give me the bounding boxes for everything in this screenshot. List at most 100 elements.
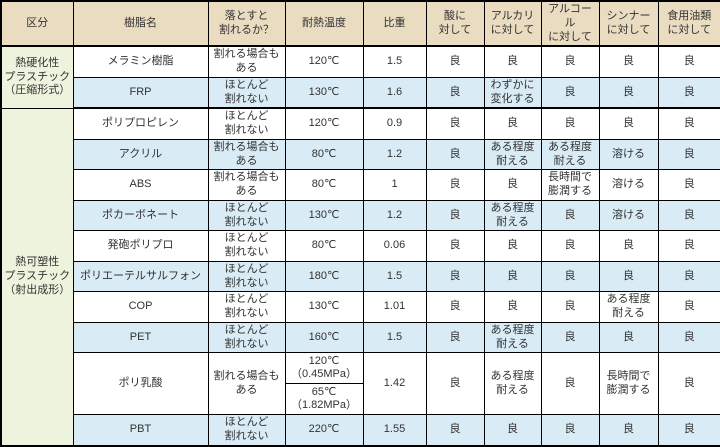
cell-heat-temp: 160℃	[284, 321, 364, 354]
cell-oil: 良	[657, 199, 720, 232]
cell-alkali: 良	[483, 260, 542, 293]
cell-heat-temp: 80℃	[284, 169, 364, 201]
header-cell-alcohol: アルコール に対して	[540, 0, 600, 48]
cell-heat-temp: 130℃	[284, 199, 364, 232]
cell-alcohol: 良	[540, 45, 600, 78]
table-row-polyethersulfone: ポリエーテルサルフォン ほとんど 割れない 180℃ 1.5 良 良 良 良 良	[1, 260, 720, 293]
cell-breaks: ほとんど 割れない	[207, 199, 286, 232]
cell-thinner: 良	[598, 230, 659, 262]
table-row-cop: COP ほとんど 割れない 130℃ 1.01 良 良 良 ある程度 耐える 良	[1, 291, 720, 323]
cell-breaks: 割れる場合も ある	[207, 169, 286, 201]
cell-acid: 良	[425, 291, 485, 323]
cell-gravity: 1.5	[362, 321, 427, 354]
cell-acid: 良	[425, 169, 485, 201]
table-row-polylactic-acid: ポリ乳酸 割れる場合も ある 120℃ （0.45MPa） 1.42 良 ある程…	[1, 352, 720, 416]
cell-heat-temp-low: 65℃ （1.82MPa）	[284, 383, 364, 416]
cell-breaks: ほとんど 割れない	[207, 230, 286, 262]
cell-thinner: 良	[598, 321, 659, 354]
cell-alcohol: 良	[540, 230, 600, 262]
cell-alcohol: 良	[540, 414, 600, 447]
cell-resin-name: PET	[72, 321, 209, 354]
cell-alkali: ある程度 耐える	[483, 199, 542, 232]
cell-resin-name: FRP	[72, 76, 209, 110]
cell-gravity: 1.55	[362, 414, 427, 447]
cell-alcohol: 長時間で 膨潤する	[540, 169, 600, 201]
table-row-melamine: 熱硬化性 プラスチック （圧縮形式） メラミン樹脂 割れる場合も ある 120℃…	[0, 45, 720, 109]
cell-acid: 良	[425, 199, 485, 232]
cell-thinner: 良	[598, 260, 659, 293]
cell-acid: 良	[425, 138, 485, 171]
cell-acid: 良	[425, 76, 485, 110]
cell-alkali: 良	[483, 169, 542, 201]
cell-gravity: 1.42	[362, 352, 427, 416]
table-row-frp: FRP ほとんど 割れない 130℃ 1.6 良 わずかに 変化する 良 良 良	[1, 76, 720, 110]
cell-acid: 良	[425, 414, 485, 447]
header-cell-breaks-if-dropped: 落とすと 割れるか？	[207, 0, 286, 48]
cell-oil: 良	[657, 76, 720, 110]
table-row-polypropylene: 熱可塑性 プラスチック （射出成形） ポリプロピレン ほとんど 割れない 120…	[0, 107, 720, 447]
cell-gravity: 1.5	[362, 45, 427, 78]
table-row-polycarbonate: ポカーボネート ほとんど 割れない 130℃ 1.2 良 ある程度 耐える 良 …	[1, 199, 720, 232]
cell-oil: 良	[657, 107, 720, 140]
cell-alkali: 良	[483, 230, 542, 262]
cell-alcohol: 良	[540, 352, 600, 416]
cell-alcohol: 良	[540, 291, 600, 323]
table-row-abs: ABS 割れる場合も ある 80℃ 1 良 良 長時間で 膨潤する 溶ける 良	[1, 169, 720, 201]
cell-breaks: ほとんど 割れない	[207, 291, 286, 323]
cell-oil: 良	[657, 45, 720, 78]
cell-oil: 良	[657, 230, 720, 262]
cell-alcohol: 良	[540, 107, 600, 140]
cell-heat-temp: 130℃	[284, 291, 364, 323]
cell-heat-temp: 130℃	[284, 76, 364, 110]
cell-gravity: 1.5	[362, 260, 427, 293]
cell-thinner: 溶ける	[598, 138, 659, 171]
cell-resin-name: ポリプロピレン	[72, 107, 209, 140]
cell-acid: 良	[425, 352, 485, 416]
cell-breaks: ほとんど 割れない	[207, 321, 286, 354]
cell-alcohol: 良	[540, 76, 600, 110]
cell-thinner: 溶ける	[598, 169, 659, 201]
cell-thinner: ある程度 耐える	[598, 291, 659, 323]
cell-alkali: ある程度 耐える	[483, 352, 542, 416]
cell-thinner: 長時間で 膨潤する	[598, 352, 659, 416]
cell-oil: 良	[657, 169, 720, 201]
cell-heat-temp: 220℃	[284, 414, 364, 447]
cell-alcohol: 良	[540, 321, 600, 354]
header-cell-acid: 酸に 対して	[425, 0, 485, 48]
cell-breaks: ほとんど 割れない	[207, 260, 286, 293]
cell-group-thermosetting: 熱硬化性 プラスチック （圧縮形式）	[0, 45, 74, 109]
cell-resin-name: ABS	[72, 169, 209, 201]
cell-thinner: 良	[598, 76, 659, 110]
cell-oil: 良	[657, 414, 720, 447]
cell-resin-name: アクリル	[72, 138, 209, 171]
cell-gravity: 0.9	[362, 107, 427, 140]
cell-group-thermoplastic: 熱可塑性 プラスチック （射出成形）	[0, 107, 74, 447]
header-cell-edible-oil: 食用油類 に対して	[657, 0, 720, 48]
cell-heat-temp: 80℃	[284, 230, 364, 262]
cell-oil: 良	[657, 260, 720, 293]
cell-thinner: 良	[598, 45, 659, 78]
table-row-pet: PET ほとんど 割れない 160℃ 1.5 良 ある程度 耐える 良 良 良	[1, 321, 720, 354]
header-cell-thinner: シンナー に対して	[598, 0, 659, 48]
cell-acid: 良	[425, 45, 485, 78]
cell-alkali: 良	[483, 291, 542, 323]
cell-alkali: 良	[483, 45, 542, 78]
cell-oil: 良	[657, 291, 720, 323]
header-cell-resin-name: 樹脂名	[72, 0, 209, 48]
cell-gravity: 1.2	[362, 138, 427, 171]
cell-breaks: ほとんど 割れない	[207, 414, 286, 447]
cell-gravity: 1.6	[362, 76, 427, 110]
cell-gravity: 1.01	[362, 291, 427, 323]
cell-alkali: わずかに 変化する	[483, 76, 542, 110]
cell-breaks: 割れる場合も ある	[207, 352, 286, 416]
cell-thinner: 良	[598, 414, 659, 447]
cell-acid: 良	[425, 321, 485, 354]
header-cell-specific-gravity: 比重	[362, 0, 427, 48]
cell-alcohol: 良	[540, 260, 600, 293]
cell-alcohol: ある程度 耐える	[540, 138, 600, 171]
cell-oil: 良	[657, 352, 720, 416]
table-row-pbt: PBT ほとんど 割れない 220℃ 1.55 良 良 良 良 良	[1, 414, 720, 447]
cell-gravity: 0.06	[362, 230, 427, 262]
cell-breaks: ほとんど 割れない	[207, 107, 286, 140]
